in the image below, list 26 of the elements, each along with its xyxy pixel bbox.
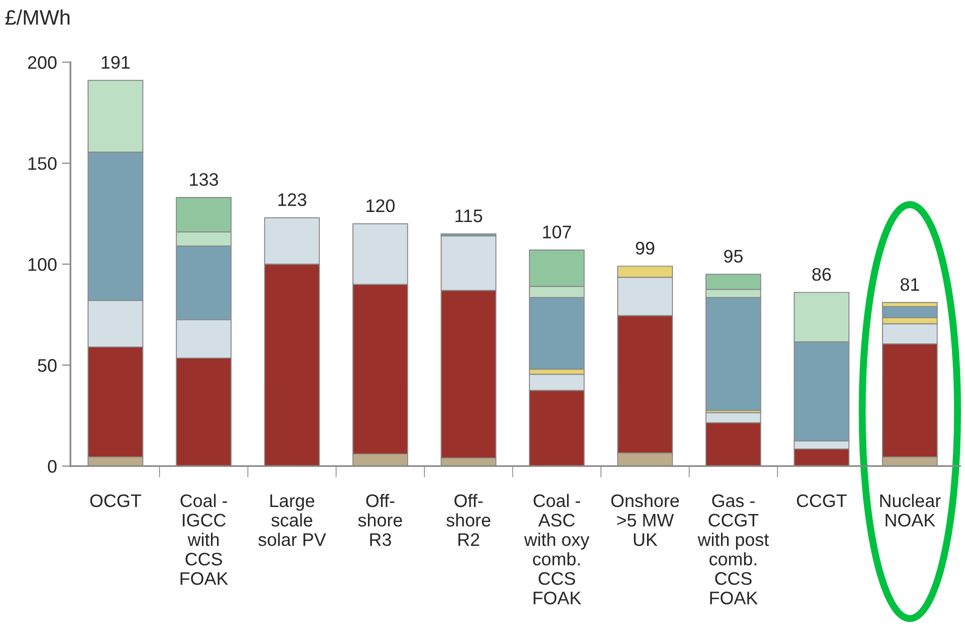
- total-label: 133: [190, 173, 218, 186]
- x-tick-label: Onshore >5 MW UK: [611, 494, 679, 546]
- x-tick-label: OCGT: [90, 494, 142, 508]
- total-label: 99: [636, 242, 654, 255]
- x-tick-label: CCGT: [796, 494, 847, 508]
- x-tick-label: Coal - IGCC with CCS FOAK: [180, 494, 228, 585]
- y-tick-label: 150: [28, 157, 57, 170]
- y-tick-label: 0: [48, 460, 57, 473]
- total-label: 120: [366, 199, 395, 212]
- x-tick-label: Gas - CCGT with post comb. CCS FOAK: [698, 494, 769, 604]
- x-tick-label: Coal - ASC with oxy comb. CCS FOAK: [524, 494, 590, 604]
- total-label: 86: [812, 268, 831, 281]
- y-tick-label: 100: [28, 258, 57, 271]
- total-label: 123: [278, 193, 306, 206]
- total-label: 191: [102, 56, 130, 69]
- y-axis-title: £/MWh: [5, 10, 70, 25]
- total-label: 107: [543, 226, 571, 238]
- total-label: 95: [724, 250, 743, 263]
- y-tick-label: 50: [38, 359, 57, 372]
- y-tick-label: 200: [28, 56, 57, 69]
- x-tick-label: Off- shore R3: [358, 494, 402, 546]
- x-tick-label: Nuclear NOAK: [880, 494, 941, 527]
- x-tick-label: Large scale solar PV: [258, 494, 326, 546]
- x-tick-label: Off- shore R2: [446, 494, 490, 546]
- total-label: 115: [456, 210, 482, 222]
- total-label: 81: [900, 278, 920, 291]
